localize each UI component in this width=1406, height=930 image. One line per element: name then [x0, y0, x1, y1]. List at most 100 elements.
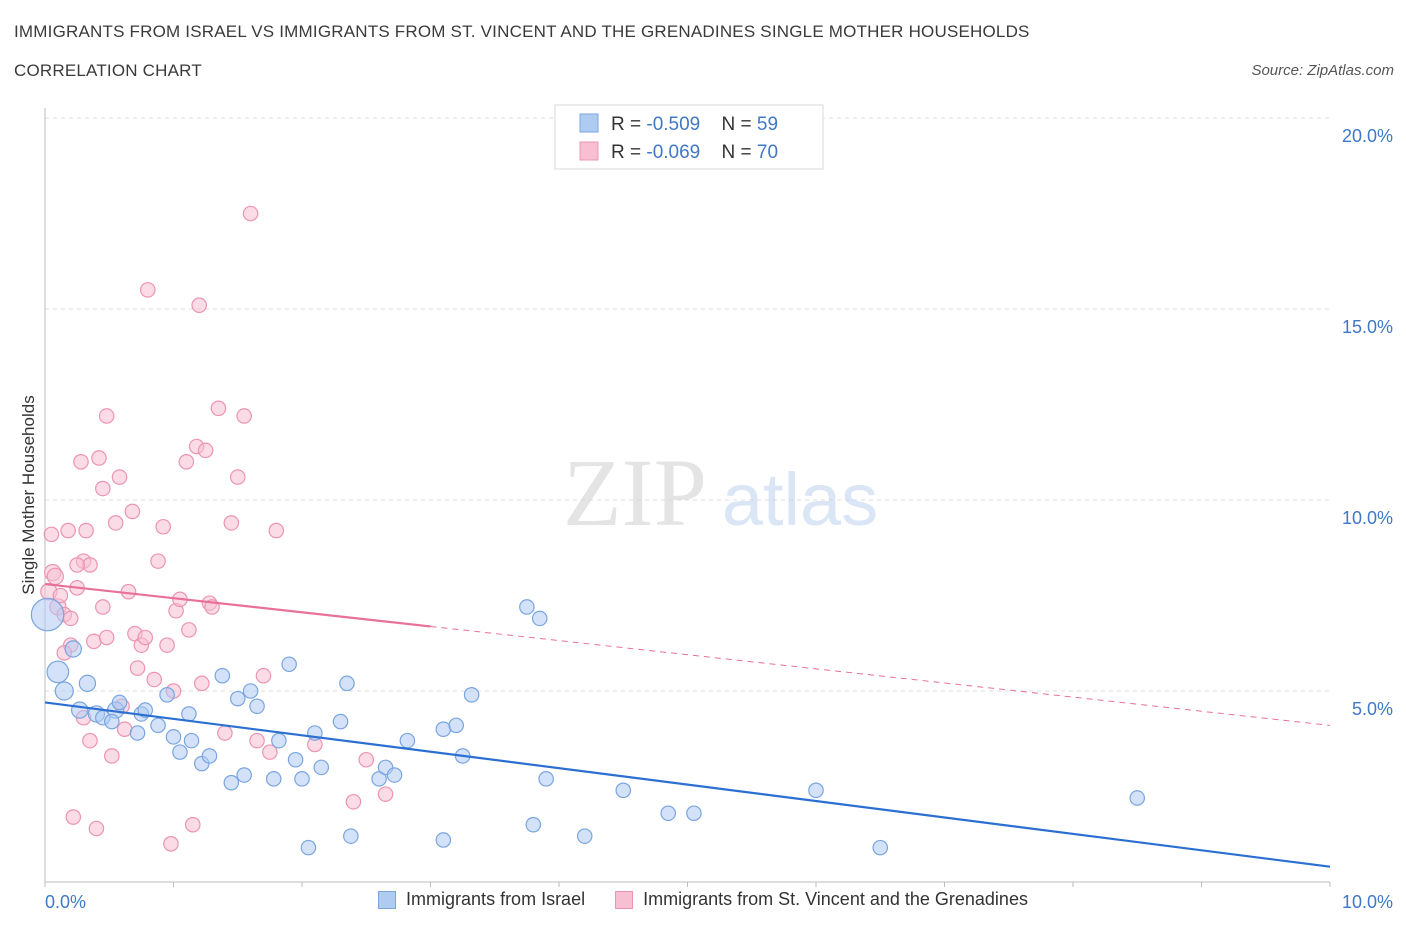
point-israel-17 [172, 744, 188, 760]
point-israel-27 [265, 771, 282, 787]
point-israel-32 [300, 839, 317, 856]
point-st-vincent-66 [358, 751, 375, 768]
point-israel-56 [872, 839, 889, 856]
point-israel-1 [46, 660, 70, 684]
point-st-vincent-11 [78, 522, 94, 539]
point-st-vincent-25 [104, 748, 120, 764]
point-israel-31 [294, 771, 310, 787]
point-israel-42 [435, 721, 452, 737]
point-st-vincent-22 [88, 820, 105, 837]
point-israel-29 [281, 656, 297, 673]
point-israel-16 [165, 729, 182, 745]
point-st-vincent-56 [223, 515, 240, 531]
point-st-vincent-63 [268, 522, 285, 539]
point-st-vincent-57 [229, 469, 246, 485]
legend-item-israel[interactable]: Immigrants from Israel [378, 889, 585, 910]
point-israel-58 [214, 667, 231, 684]
point-st-vincent-13 [86, 633, 102, 650]
trend-line-israel [44, 701, 1331, 868]
point-israel-19 [183, 732, 200, 749]
point-st-vincent-38 [150, 553, 166, 569]
point-israel-2 [54, 681, 74, 701]
point-st-vincent-69 [69, 557, 85, 573]
svg-text:R = -0.069 N = 70: R = -0.069 N = 70 [611, 142, 778, 163]
point-st-vincent-29 [116, 721, 133, 737]
y-tick-label-2: 15.0% [1342, 317, 1393, 337]
legend-item-st-vincent[interactable]: Immigrants from St. Vincent and the Gren… [615, 889, 1028, 910]
point-israel-4 [70, 701, 89, 719]
chart-title: IMMIGRANTS FROM ISRAEL VS IMMIGRANTS FRO… [14, 22, 1030, 41]
point-st-vincent-27 [111, 469, 128, 485]
point-israel-28 [271, 732, 287, 749]
point-israel-9 [111, 694, 128, 711]
y-tick-label-1: 10.0% [1342, 508, 1393, 528]
point-israel-49 [531, 610, 548, 627]
point-israel-30 [287, 751, 304, 768]
point-israel-47 [525, 816, 542, 833]
point-israel-5 [78, 674, 97, 693]
stats-legend-swatch-svg [579, 141, 599, 161]
point-st-vincent-58 [236, 408, 252, 424]
trend-lines [44, 582, 1331, 868]
point-st-vincent-50 [193, 675, 210, 692]
point-st-vincent-24 [98, 408, 115, 424]
point-israel-24 [236, 767, 252, 783]
series-israel-points [30, 597, 1146, 856]
trend-line-st-vincent-extrapolated [430, 625, 1331, 726]
point-st-vincent-17 [43, 526, 60, 543]
x-tick-label-1: 10.0% [1342, 892, 1393, 912]
point-israel-35 [332, 713, 349, 730]
point-israel-46 [463, 687, 480, 703]
point-israel-48 [519, 599, 535, 615]
point-israel-34 [313, 759, 330, 776]
point-israel-53 [660, 805, 677, 822]
point-st-vincent-47 [184, 816, 201, 833]
point-israel-57 [1129, 790, 1146, 806]
point-st-vincent-49 [191, 297, 207, 313]
point-st-vincent-12 [82, 557, 98, 573]
point-israel-36 [339, 675, 355, 692]
stats-n-value-svg: 70 [757, 142, 778, 163]
point-st-vincent-60 [249, 732, 265, 749]
point-st-vincent-16 [98, 629, 115, 646]
point-st-vincent-46 [181, 622, 197, 638]
point-st-vincent-54 [210, 400, 227, 417]
point-st-vincent-65 [345, 793, 362, 810]
point-israel-44 [448, 717, 464, 734]
point-st-vincent-19 [65, 809, 82, 825]
point-st-vincent-4 [52, 587, 69, 604]
point-israel-13 [137, 702, 154, 718]
legend-swatch-st-vincent [615, 890, 634, 909]
point-st-vincent-35 [137, 629, 154, 646]
point-st-vincent-31 [124, 503, 141, 520]
point-israel-41 [399, 732, 416, 749]
point-st-vincent-33 [129, 660, 146, 676]
point-st-vincent-7 [62, 610, 79, 627]
point-st-vincent-55 [217, 725, 233, 741]
stats-n-label-svg: N = [722, 142, 757, 163]
point-israel-10 [104, 713, 120, 730]
point-st-vincent-59 [242, 205, 259, 222]
point-israel-55 [808, 782, 824, 799]
axes [44, 108, 1331, 887]
stats-r-value-svg: -0.069 [646, 142, 700, 163]
point-israel-23 [229, 690, 246, 707]
point-israel-50 [538, 771, 554, 787]
stats-n-label-israel: N = [722, 114, 757, 135]
point-israel-21 [201, 748, 218, 764]
point-israel-14 [150, 717, 166, 734]
y-tick-label-0: 5.0% [1352, 699, 1393, 719]
point-israel-25 [242, 683, 259, 699]
series-legend: Immigrants from Israel Immigrants from S… [0, 889, 1406, 910]
svg-text:R = -0.509 N = 59: R = -0.509 N = 59 [611, 114, 778, 135]
point-israel-40 [386, 767, 403, 783]
stats-r-label-svg: R = [611, 142, 646, 163]
point-israel-22 [223, 774, 240, 791]
point-st-vincent-39 [155, 518, 172, 535]
point-st-vincent-41 [163, 835, 179, 852]
x-tick-label-0: 0.0% [45, 892, 86, 912]
stats-r-value-israel: -0.509 [646, 114, 700, 135]
point-st-vincent-2 [46, 567, 64, 586]
point-israel-51 [576, 828, 593, 844]
